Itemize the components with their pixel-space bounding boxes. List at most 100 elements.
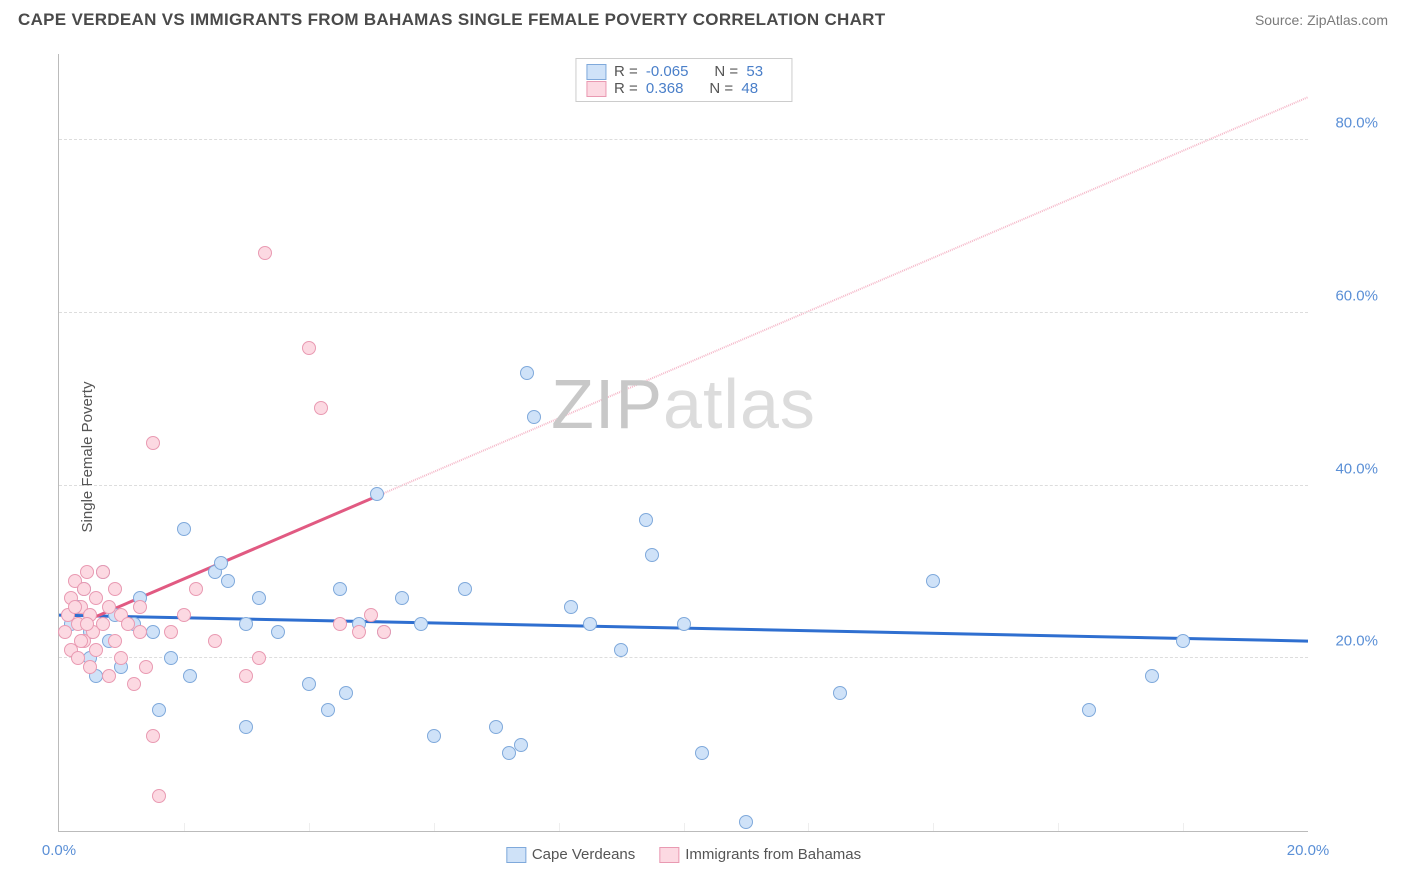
- scatter-point: [564, 600, 578, 614]
- scatter-point: [677, 617, 691, 631]
- scatter-point: [189, 582, 203, 596]
- gridline-v: [808, 823, 809, 831]
- scatter-point: [833, 686, 847, 700]
- scatter-point: [302, 677, 316, 691]
- scatter-point: [89, 591, 103, 605]
- legend-stat-row: R = 0.368 N = 48: [586, 80, 781, 97]
- y-tick-label: 60.0%: [1335, 288, 1378, 305]
- scatter-point: [102, 669, 116, 683]
- scatter-point: [89, 643, 103, 657]
- gridline-h: [59, 657, 1308, 658]
- scatter-point: [133, 600, 147, 614]
- source-label: Source: ZipAtlas.com: [1255, 12, 1388, 28]
- scatter-point: [239, 617, 253, 631]
- scatter-point: [414, 617, 428, 631]
- scatter-point: [102, 600, 116, 614]
- legend-item: Immigrants from Bahamas: [659, 846, 861, 863]
- gridline-h: [59, 312, 1308, 313]
- gridline-v: [309, 823, 310, 831]
- watermark-bold: ZIP: [551, 365, 663, 443]
- scatter-point: [108, 634, 122, 648]
- chart-container: Single Female Poverty ZIPatlas R = -0.06…: [18, 42, 1388, 872]
- scatter-point: [314, 401, 328, 415]
- scatter-point: [74, 634, 88, 648]
- trend-lines: [59, 54, 1308, 831]
- scatter-point: [527, 410, 541, 424]
- scatter-point: [68, 600, 82, 614]
- legend-swatch: [586, 64, 606, 80]
- scatter-point: [239, 720, 253, 734]
- watermark-light: atlas: [663, 365, 816, 443]
- scatter-point: [80, 617, 94, 631]
- legend-stats: R = -0.065 N = 53 R = 0.368 N = 48: [575, 58, 792, 102]
- scatter-point: [739, 815, 753, 829]
- scatter-point: [152, 789, 166, 803]
- scatter-point: [239, 669, 253, 683]
- scatter-point: [146, 729, 160, 743]
- scatter-point: [83, 660, 97, 674]
- legend-item: Cape Verdeans: [506, 846, 635, 863]
- scatter-point: [177, 608, 191, 622]
- legend-swatch: [586, 81, 606, 97]
- gridline-h: [59, 485, 1308, 486]
- legend-swatch: [506, 847, 526, 863]
- x-tick-label: 20.0%: [1287, 842, 1330, 859]
- n-label: N = 48: [709, 80, 776, 97]
- scatter-point: [395, 591, 409, 605]
- chart-title: CAPE VERDEAN VS IMMIGRANTS FROM BAHAMAS …: [18, 10, 885, 30]
- y-tick-label: 20.0%: [1335, 633, 1378, 650]
- scatter-point: [164, 625, 178, 639]
- gridline-v: [559, 823, 560, 831]
- scatter-point: [183, 669, 197, 683]
- gridline-v: [1183, 823, 1184, 831]
- y-tick-label: 80.0%: [1335, 115, 1378, 132]
- scatter-point: [321, 703, 335, 717]
- scatter-point: [377, 625, 391, 639]
- scatter-point: [583, 617, 597, 631]
- scatter-point: [127, 677, 141, 691]
- scatter-point: [271, 625, 285, 639]
- r-label: R = 0.368: [614, 80, 701, 97]
- scatter-point: [1082, 703, 1096, 717]
- gridline-v: [434, 823, 435, 831]
- scatter-point: [339, 686, 353, 700]
- scatter-point: [146, 436, 160, 450]
- scatter-point: [58, 625, 72, 639]
- scatter-point: [114, 651, 128, 665]
- scatter-point: [139, 660, 153, 674]
- legend-series: Cape Verdeans Immigrants from Bahamas: [506, 846, 861, 863]
- scatter-point: [71, 651, 85, 665]
- gridline-h: [59, 139, 1308, 140]
- r-label: R = -0.065: [614, 63, 706, 80]
- scatter-point: [80, 565, 94, 579]
- scatter-point: [502, 746, 516, 760]
- scatter-point: [695, 746, 709, 760]
- scatter-point: [370, 487, 384, 501]
- scatter-point: [458, 582, 472, 596]
- scatter-point: [133, 625, 147, 639]
- legend-label: Cape Verdeans: [532, 846, 635, 863]
- legend-stat-row: R = -0.065 N = 53: [586, 63, 781, 80]
- scatter-point: [152, 703, 166, 717]
- watermark: ZIPatlas: [551, 364, 816, 444]
- legend-label: Immigrants from Bahamas: [685, 846, 861, 863]
- scatter-point: [214, 556, 228, 570]
- scatter-point: [614, 643, 628, 657]
- scatter-point: [77, 582, 91, 596]
- chart-header: CAPE VERDEAN VS IMMIGRANTS FROM BAHAMAS …: [0, 0, 1406, 36]
- scatter-point: [221, 574, 235, 588]
- scatter-point: [96, 617, 110, 631]
- scatter-point: [252, 591, 266, 605]
- scatter-point: [489, 720, 503, 734]
- scatter-point: [302, 341, 316, 355]
- scatter-point: [164, 651, 178, 665]
- scatter-point: [645, 548, 659, 562]
- scatter-point: [96, 565, 110, 579]
- scatter-point: [926, 574, 940, 588]
- scatter-point: [146, 625, 160, 639]
- scatter-point: [520, 366, 534, 380]
- scatter-point: [364, 608, 378, 622]
- n-label: N = 53: [714, 63, 781, 80]
- legend-swatch: [659, 847, 679, 863]
- scatter-point: [258, 246, 272, 260]
